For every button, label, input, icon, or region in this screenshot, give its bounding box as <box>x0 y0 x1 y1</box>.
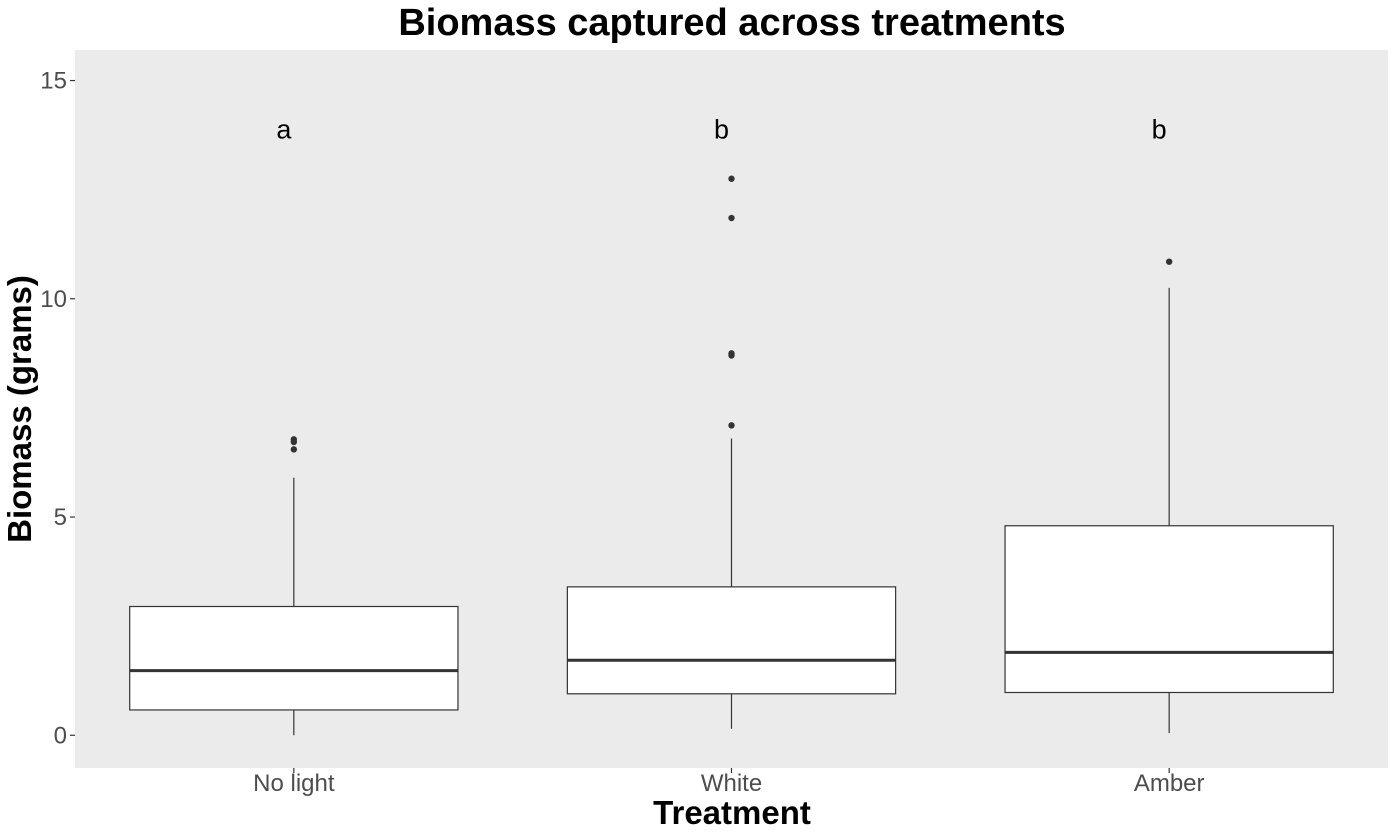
x-tick-label: Amber <box>1134 770 1205 797</box>
box-group <box>1004 258 1334 734</box>
group-letter: a <box>276 115 292 145</box>
outlier-point <box>728 214 735 222</box>
outlier-point <box>728 422 735 429</box>
box-iqr <box>566 586 897 695</box>
x-tick-label: No light <box>253 770 335 797</box>
box-group <box>129 436 459 736</box>
x-tick-label: White <box>701 770 762 797</box>
y-tick-label: 0 <box>54 722 67 749</box>
y-axis: 0 5 10 15 <box>40 68 75 749</box>
outlier-point <box>728 175 735 182</box>
outlier-point <box>728 350 735 357</box>
outlier-point <box>290 436 298 443</box>
box-group <box>566 175 897 729</box>
y-tick-label: 15 <box>40 68 67 95</box>
boxes-layer <box>129 175 1334 736</box>
box-iqr <box>1004 525 1334 694</box>
outlier-point <box>290 446 298 453</box>
chart-title: Biomass captured across treatments <box>398 2 1065 44</box>
y-tick-label: 10 <box>40 286 67 313</box>
group-letter: b <box>1152 115 1167 145</box>
y-tick-label: 5 <box>54 504 67 531</box>
x-axis-title: Treatment <box>653 794 811 831</box>
group-letter: b <box>714 115 729 145</box>
box-iqr <box>129 605 459 711</box>
x-axis: No light White Amber <box>253 768 1205 797</box>
outlier-point <box>1165 258 1173 265</box>
y-axis-title: Biomass (grams) <box>1 275 38 543</box>
